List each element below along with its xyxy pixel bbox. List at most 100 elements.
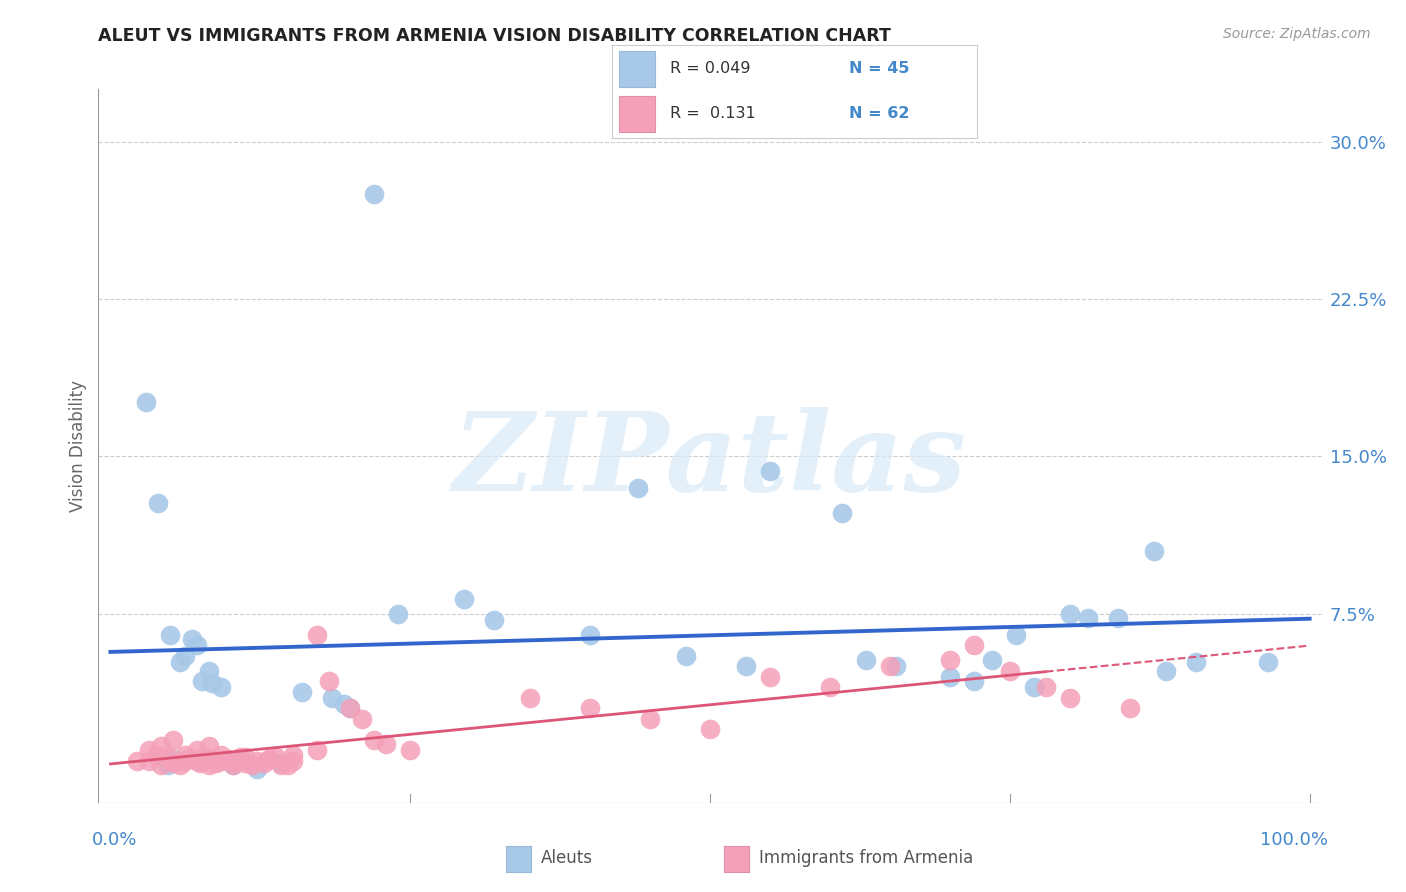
Text: Immigrants from Armenia: Immigrants from Armenia bbox=[759, 849, 973, 867]
Point bbox=[138, 743, 160, 757]
Text: N = 62: N = 62 bbox=[849, 106, 910, 121]
Point bbox=[148, 496, 170, 510]
Point bbox=[321, 690, 343, 705]
Point bbox=[453, 592, 475, 607]
Point bbox=[884, 659, 907, 673]
Point bbox=[627, 481, 650, 495]
Point bbox=[169, 758, 191, 772]
Point bbox=[339, 701, 361, 715]
Text: ZIPatlas: ZIPatlas bbox=[453, 407, 967, 514]
FancyBboxPatch shape bbox=[619, 96, 655, 132]
Point bbox=[963, 639, 986, 653]
Point bbox=[145, 747, 167, 762]
Point bbox=[222, 754, 245, 768]
Point bbox=[277, 758, 299, 772]
Point bbox=[162, 756, 184, 770]
Text: R = 0.049: R = 0.049 bbox=[671, 61, 751, 76]
Point bbox=[281, 754, 304, 768]
Point bbox=[173, 754, 195, 768]
Text: Source: ZipAtlas.com: Source: ZipAtlas.com bbox=[1223, 27, 1371, 41]
Point bbox=[187, 754, 209, 768]
Point bbox=[177, 752, 200, 766]
Point bbox=[1059, 607, 1081, 621]
Point bbox=[159, 628, 181, 642]
Point bbox=[759, 464, 782, 478]
Point bbox=[1257, 655, 1279, 669]
Point bbox=[638, 712, 661, 726]
Point bbox=[1184, 655, 1206, 669]
Point bbox=[257, 752, 280, 766]
Point bbox=[735, 659, 758, 673]
Point bbox=[270, 758, 292, 772]
Point bbox=[156, 749, 179, 764]
Point bbox=[482, 613, 505, 627]
Text: N = 45: N = 45 bbox=[849, 61, 910, 76]
Point bbox=[333, 697, 356, 711]
Point bbox=[363, 732, 385, 747]
Point bbox=[233, 749, 256, 764]
Point bbox=[162, 752, 184, 766]
Point bbox=[125, 754, 148, 768]
Point bbox=[188, 756, 212, 770]
Point bbox=[1119, 701, 1142, 715]
Text: 0.0%: 0.0% bbox=[93, 831, 138, 849]
Point bbox=[1035, 681, 1057, 695]
Point bbox=[156, 758, 179, 772]
Point bbox=[205, 756, 228, 770]
Point bbox=[197, 758, 219, 772]
Text: 100.0%: 100.0% bbox=[1260, 831, 1327, 849]
Point bbox=[246, 754, 269, 768]
Point bbox=[190, 674, 212, 689]
Point bbox=[939, 653, 962, 667]
Point bbox=[173, 648, 195, 663]
Point bbox=[135, 395, 157, 409]
Point bbox=[375, 737, 398, 751]
Point bbox=[246, 762, 269, 776]
Y-axis label: Vision Disability: Vision Disability bbox=[69, 380, 87, 512]
Point bbox=[240, 758, 263, 772]
Point bbox=[193, 749, 215, 764]
Point bbox=[201, 752, 224, 766]
Point bbox=[162, 732, 184, 747]
Point bbox=[855, 653, 877, 667]
Point bbox=[1022, 681, 1045, 695]
Point bbox=[217, 752, 239, 766]
Point bbox=[201, 676, 224, 690]
Point bbox=[879, 659, 901, 673]
Point bbox=[1004, 628, 1026, 642]
Point bbox=[209, 681, 232, 695]
Point bbox=[186, 743, 208, 757]
Point bbox=[352, 712, 374, 726]
Point bbox=[1077, 611, 1099, 625]
Point bbox=[257, 752, 280, 766]
Point bbox=[831, 506, 853, 520]
FancyBboxPatch shape bbox=[619, 51, 655, 87]
Point bbox=[818, 681, 841, 695]
Point bbox=[264, 749, 287, 764]
Point bbox=[759, 670, 782, 684]
Point bbox=[1059, 690, 1081, 705]
Point bbox=[138, 754, 160, 768]
Point bbox=[173, 747, 195, 762]
Point bbox=[291, 684, 314, 698]
Point bbox=[225, 754, 247, 768]
Point bbox=[305, 743, 328, 757]
Point bbox=[675, 648, 697, 663]
Point bbox=[399, 743, 422, 757]
Point bbox=[519, 690, 541, 705]
Text: Aleuts: Aleuts bbox=[541, 849, 593, 867]
Point bbox=[339, 701, 361, 715]
Point bbox=[186, 639, 208, 653]
Point bbox=[387, 607, 409, 621]
Point bbox=[169, 655, 191, 669]
Point bbox=[209, 754, 232, 768]
Point bbox=[318, 674, 340, 689]
Point bbox=[363, 187, 385, 202]
Point bbox=[1107, 611, 1129, 625]
Point bbox=[998, 664, 1021, 678]
Point bbox=[149, 739, 172, 753]
Point bbox=[939, 670, 962, 684]
Text: R =  0.131: R = 0.131 bbox=[671, 106, 756, 121]
Point bbox=[181, 632, 204, 646]
Point bbox=[270, 756, 292, 770]
